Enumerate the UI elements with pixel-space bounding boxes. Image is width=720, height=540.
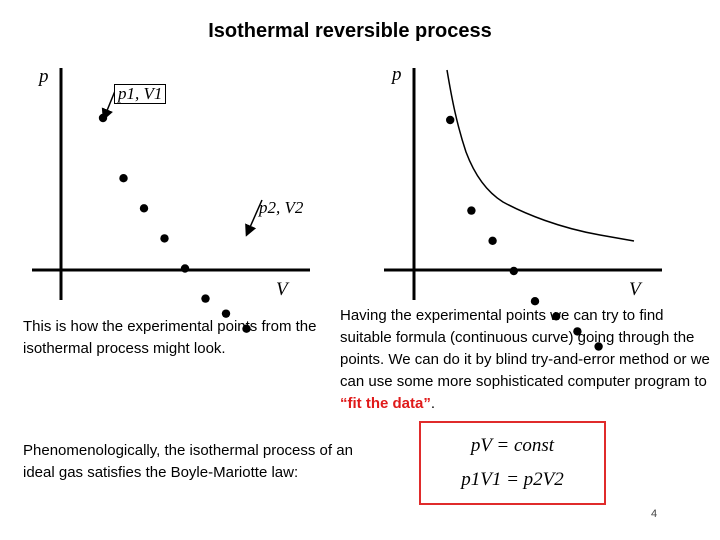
- arrow-to-point2: [245, 199, 263, 237]
- left-point-8: [242, 324, 251, 333]
- right-caption: Having the experimental points we can tr…: [340, 305, 712, 415]
- right-point-3: [488, 236, 497, 245]
- equation-const-text: pV = const: [470, 435, 555, 456]
- left-point-3: [139, 204, 149, 213]
- equation-const: pV = const: [421, 435, 604, 457]
- page-number: 4: [651, 508, 658, 520]
- right-point-6: [552, 312, 561, 321]
- slide-title: Isothermal reversible process: [208, 20, 492, 42]
- right-point-1: [446, 115, 455, 125]
- point2-label: p2, V2: [259, 199, 303, 217]
- left-point-6: [201, 294, 210, 303]
- left-y-axis-label: p: [39, 66, 49, 87]
- point1-label: p1, V1: [114, 84, 167, 104]
- left-x-axis-label: V: [276, 279, 288, 300]
- point2-label-text: p2, V2: [259, 198, 304, 217]
- fit-the-data-highlight: “fit the data”: [340, 395, 431, 412]
- right-caption-end: .: [430, 395, 436, 412]
- point1-label-text: p1, V1: [118, 84, 163, 103]
- equation-states-text: p1V1 = p2V2: [461, 469, 564, 490]
- right-point-7: [573, 327, 582, 336]
- fitted-curve: [446, 69, 635, 242]
- left-point-4: [160, 234, 169, 243]
- left-point-1: [98, 113, 108, 123]
- left-caption: This is how the experimental points from…: [23, 318, 317, 357]
- equation-box: pV = const p1V1 = p2V2: [419, 421, 606, 505]
- right-point-2: [467, 206, 476, 215]
- right-caption-text: Having the experimental points we can tr…: [340, 307, 710, 390]
- left-point-2: [119, 174, 128, 183]
- right-point-4: [509, 266, 518, 276]
- left-point-5: [180, 264, 190, 273]
- right-point-5: [530, 297, 540, 306]
- equation-states: p1V1 = p2V2: [421, 469, 604, 491]
- left-point-7: [221, 309, 231, 318]
- boyle-mariotte-caption: Phenomenologically, the isothermal proce…: [23, 442, 353, 481]
- right-point-8: [594, 342, 603, 351]
- right-x-axis-label: V: [629, 279, 641, 300]
- right-y-axis-label: p: [392, 64, 402, 85]
